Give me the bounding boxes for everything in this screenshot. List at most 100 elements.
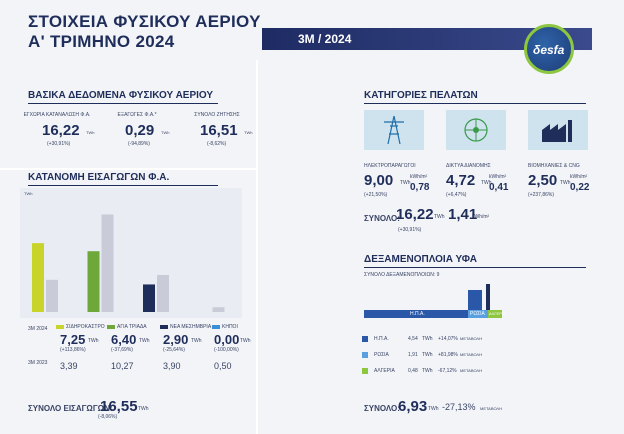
title-line1: ΣΤΟΙΧΕΙΑ ΦΥΣΙΚΟΥ ΑΕΡΙΟΥ <box>28 12 261 31</box>
point-name: ΑΓΙΑ ΤΡΙΑΔΑ <box>117 324 147 330</box>
total-note: ΜΕΤΑΒΟΛΗ <box>480 406 503 411</box>
point-change: (-100,00%) <box>214 347 239 353</box>
total-unit: TWh <box>428 406 439 412</box>
kpi-change: (+30,91%) <box>47 141 71 147</box>
kpi-unit: TWh <box>86 130 95 135</box>
kpi-change: (-94,89%) <box>128 141 150 147</box>
customer-label: ΗΛΕΚΤΡΟΠΑΡΑΓΩΓΟΙ <box>364 163 416 169</box>
point-unit: TWh <box>88 338 99 344</box>
total-kwh: 1,41 <box>448 206 478 223</box>
swatch <box>56 324 64 329</box>
swatch <box>362 352 368 358</box>
total-unit: TWh <box>434 214 445 220</box>
row-note: ΜΕΤΑΒΟΛΗ <box>460 368 483 373</box>
basic-data-title: ΒΑΣΙΚΑ ΔΕΔΟΜΕΝΑ ΦΥΣΙΚΟΥ ΑΕΡΙΟΥ <box>28 90 214 101</box>
kpi-value: 0,29 <box>125 122 155 139</box>
point-value: 7,25 <box>60 332 86 347</box>
row-value: 1,91 <box>408 352 418 358</box>
kpi-change: (-8,62%) <box>207 141 227 147</box>
row-unit: TWh <box>422 336 433 342</box>
customer-value: 9,00 <box>364 172 394 189</box>
lng-count: ΣΥΝΟΛΟ ΔΕΞΑΜΕΝΟΠΛΟΙΩΝ: 9 <box>364 272 440 278</box>
section-divider <box>0 168 256 170</box>
kpi-label: ΕΞΑΓΩΓΕΣ Φ.Α.* <box>117 112 157 118</box>
segment-label: ΡΩΣΙΑ <box>470 311 485 317</box>
period-banner: 3M / 2024 <box>262 28 592 50</box>
lng-row-algeria: ΑΛΓΕΡΙΑ 0,48 TWh -67,12% ΜΕΤΑΒΟΛΗ <box>362 368 482 380</box>
row-name: Η.Π.Α. <box>374 336 389 342</box>
point-unit: TWh <box>191 338 202 344</box>
point-change: (-37,69%) <box>111 347 133 353</box>
row-change: -67,12% <box>438 368 457 374</box>
lng-title-underline <box>364 267 586 268</box>
customer-value: 2,50 <box>528 172 558 189</box>
point-unit: TWh <box>139 338 150 344</box>
total-change: (-8,06%) <box>98 414 118 420</box>
row-change: +81,98% <box>438 352 458 358</box>
lng-title: ΔΕΞΑΜΕΝΟΠΛΟΙΑ ΥΦΑ <box>364 254 477 265</box>
point-value: 6,40 <box>111 332 137 347</box>
total-value: 16,22 <box>396 206 434 223</box>
chimney-icon <box>486 284 490 310</box>
segment-label: ΑΛΓΕΡΙΑ <box>489 311 506 316</box>
bar-2023-4 <box>212 307 225 312</box>
swatch <box>212 324 220 329</box>
page-title: ΣΤΟΙΧΕΙΑ ΦΥΣΙΚΟΥ ΑΕΡΙΟΥ Α' ΤΡΙΜΗΝΟ 2024 <box>28 12 261 52</box>
customer-kwh-unit: kWh/m² <box>410 174 428 180</box>
year-2024-label: 3M 2024 <box>28 326 48 332</box>
swatch <box>362 336 368 342</box>
point-name: ΣΙΔΗΡΟΚΑΣΤΡΟ <box>66 324 105 330</box>
logo-text: δesfa <box>533 43 565 57</box>
customer-unit: TWh <box>560 180 571 186</box>
swatch <box>107 324 115 329</box>
point-change: (-25,64%) <box>163 347 185 353</box>
kpi-unit: TWh <box>244 130 253 135</box>
total-value: 6,93 <box>398 398 428 415</box>
swatch <box>362 368 368 374</box>
customer-kwh: 0,41 <box>489 182 509 193</box>
network-globe-icon <box>446 110 506 150</box>
total-label: ΣΥΝΟΛΟ: <box>364 214 400 223</box>
lng-stacked-bar: Η.Π.Α. ΡΩΣΙΑ ΑΛΓΕΡΙΑ <box>364 284 514 318</box>
row-unit: TWh <box>422 352 433 358</box>
point-unit: TWh <box>240 338 251 344</box>
bar-2023-2 <box>101 214 114 312</box>
title-line2: Α' ΤΡΙΜΗΝΟ 2024 <box>28 32 175 51</box>
bar-segment-usa: Η.Π.Α. <box>364 310 468 318</box>
bar-2024-1 <box>32 243 44 312</box>
point-change: (+113,86%) <box>60 347 86 353</box>
column-divider <box>256 60 258 434</box>
segment-label: Η.Π.Α. <box>410 311 425 317</box>
total-change: (+30,91%) <box>398 227 422 233</box>
kpi-label: ΣΥΝΟΛΟ ΖΗΤΗΣΗΣ <box>194 112 240 118</box>
customer-value: 4,72 <box>446 172 476 189</box>
customers-title: ΚΑΤΗΓΟΡΙΕΣ ΠΕΛΑΤΩΝ <box>364 90 478 101</box>
total-kwh-unit: kWh/m² <box>472 214 490 220</box>
customer-label: ΔΙΚΤΥΑ ΔΙΑΝΟΜΗΣ <box>446 163 491 169</box>
customer-unit: TWh <box>400 180 411 186</box>
row-note: ΜΕΤΑΒΟΛΗ <box>460 352 483 357</box>
power-tower-icon <box>364 110 424 150</box>
imports-bar-chart: TWh <box>20 188 242 318</box>
row-change: +14,07% <box>438 336 458 342</box>
customer-kwh: 0,22 <box>570 182 590 193</box>
kpi-label: ΕΓΧΩΡΙΑ ΚΑΤΑΝΑΛΩΣΗ Φ.Α. <box>23 112 91 118</box>
bar-2024-3 <box>143 284 155 312</box>
total-change: -27,13% <box>442 402 476 412</box>
customer-change: (+237,86%) <box>528 192 554 198</box>
customer-change: (+6,47%) <box>446 192 467 198</box>
row-value: 4,54 <box>408 336 418 342</box>
customer-label: ΒΙΟΜΗΧΑΝΙΕΣ & CNG <box>528 163 580 169</box>
kpi-value: 16,22 <box>42 122 80 139</box>
customer-kwh: 0,78 <box>410 182 430 193</box>
customer-change: (+21,50%) <box>364 192 388 198</box>
bar-2023-1 <box>46 279 58 312</box>
swatch <box>160 324 168 329</box>
customers-title-underline <box>364 103 586 104</box>
row-name: ΑΛΓΕΡΙΑ <box>374 368 395 374</box>
row-unit: TWh <box>422 368 433 374</box>
row-value: 0,48 <box>408 368 418 374</box>
kpi-value: 16,51 <box>200 122 238 139</box>
lng-row-usa: Η.Π.Α. 4,54 TWh +14,07% ΜΕΤΑΒΟΛΗ <box>362 336 482 348</box>
